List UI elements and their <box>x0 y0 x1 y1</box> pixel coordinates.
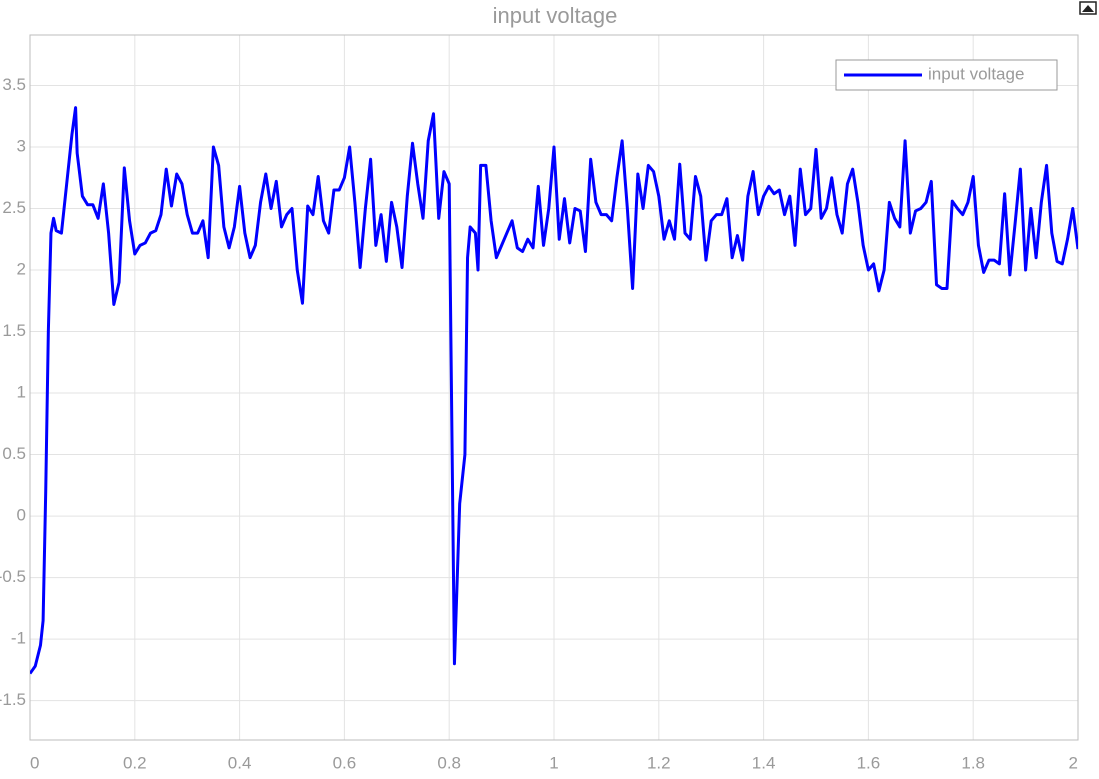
x-tick-label: 1.4 <box>752 753 776 772</box>
x-tick-label: 0.2 <box>123 753 147 772</box>
x-tick-label: 1.6 <box>857 753 881 772</box>
chart-title: input voltage <box>493 3 618 28</box>
x-tick-label: 0 <box>30 753 39 772</box>
plot-border <box>29 34 1079 741</box>
y-tick-label: -1.5 <box>0 690 26 709</box>
legend-label: input voltage <box>928 64 1024 83</box>
y-tick-label: 0.5 <box>2 444 26 463</box>
y-tick-label: 3 <box>17 136 26 155</box>
y-tick-label: -0.5 <box>0 567 26 586</box>
export-icon[interactable] <box>1079 1 1097 15</box>
data-line <box>30 106 1078 675</box>
x-tick-label: 2 <box>1069 753 1078 772</box>
x-tick-label: 1.2 <box>647 753 671 772</box>
y-tick-label: 0 <box>17 506 26 525</box>
y-tick-label: 3.5 <box>2 75 26 94</box>
x-tick-label: 1.8 <box>961 753 985 772</box>
y-tick-label: 2.5 <box>2 198 26 217</box>
y-tick-label: 2 <box>17 259 26 278</box>
y-tick-label: -1 <box>11 629 26 648</box>
x-tick-label: 1 <box>549 753 558 772</box>
x-tick-label: 0.6 <box>333 753 357 772</box>
x-tick-label: 0.4 <box>228 753 252 772</box>
y-tick-label: 1.5 <box>2 321 26 340</box>
x-tick-label: 0.8 <box>437 753 461 772</box>
y-tick-label: 1 <box>17 383 26 402</box>
